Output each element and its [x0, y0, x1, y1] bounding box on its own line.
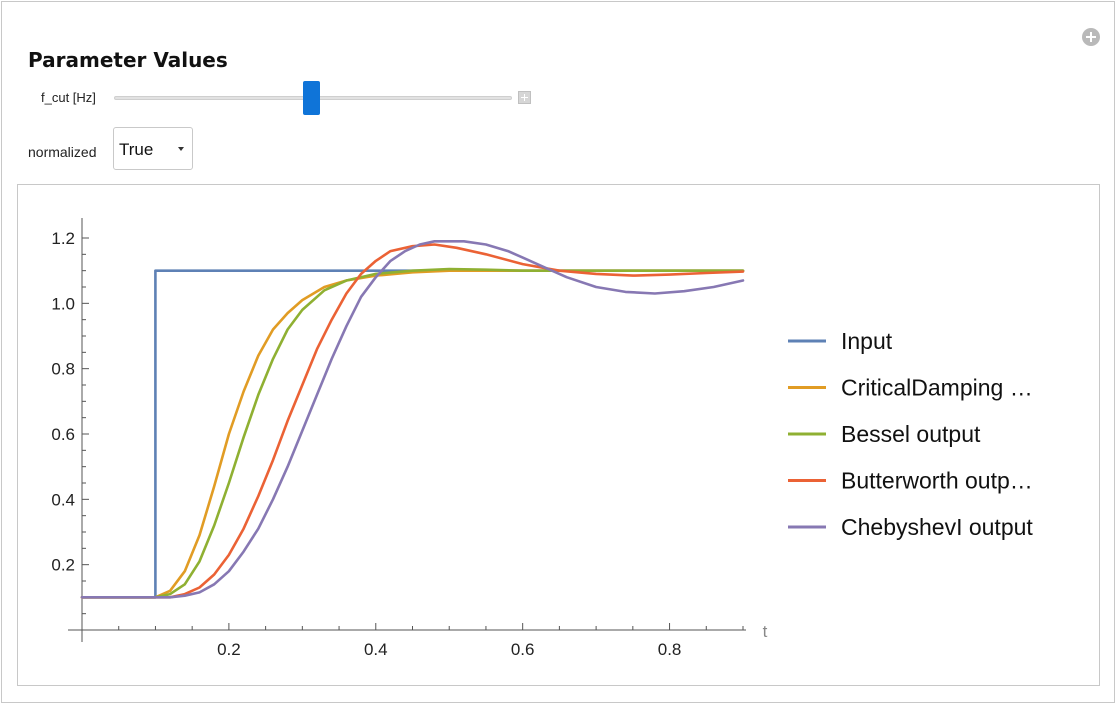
series-line-criticaldamping	[80, 269, 745, 599]
legend-label: Bessel output	[841, 421, 981, 447]
x-tick-label: 0.4	[364, 640, 388, 659]
slider-label: f_cut [Hz]	[41, 90, 96, 105]
f-cut-slider-thumb[interactable]	[303, 81, 320, 115]
series-line-chebyshevi-output	[80, 240, 745, 599]
panel-heading: Parameter Values	[28, 48, 228, 72]
x-tick-label: 0.2	[217, 640, 241, 659]
y-tick-label: 0.4	[51, 490, 75, 509]
normalized-label: normalized	[28, 144, 97, 160]
y-tick-label: 1.0	[51, 294, 75, 313]
x-tick-label: 0.6	[511, 640, 535, 659]
legend-label: Butterworth outp…	[841, 468, 1033, 494]
series-line-butterworth-outp	[80, 243, 745, 599]
normalized-dropdown-value: True	[119, 140, 154, 159]
dropdown-arrow-icon	[178, 147, 184, 151]
add-circle-icon[interactable]	[1082, 28, 1100, 46]
plot-panel	[17, 184, 1100, 686]
series-line-input	[80, 269, 745, 599]
series-line-bessel-output	[80, 267, 745, 599]
slider-expand-icon[interactable]	[518, 91, 531, 104]
legend-label: Input	[841, 328, 893, 354]
y-tick-label: 1.2	[51, 229, 75, 248]
normalized-dropdown[interactable]: True	[113, 127, 193, 170]
x-tick-label: 0.8	[658, 640, 682, 659]
y-tick-label: 0.8	[51, 360, 75, 379]
y-tick-label: 0.6	[51, 425, 75, 444]
legend-label: CriticalDamping …	[841, 375, 1033, 401]
x-axis-label: t	[763, 622, 768, 641]
legend-label: ChebyshevI output	[841, 514, 1033, 540]
y-tick-label: 0.2	[51, 556, 75, 575]
